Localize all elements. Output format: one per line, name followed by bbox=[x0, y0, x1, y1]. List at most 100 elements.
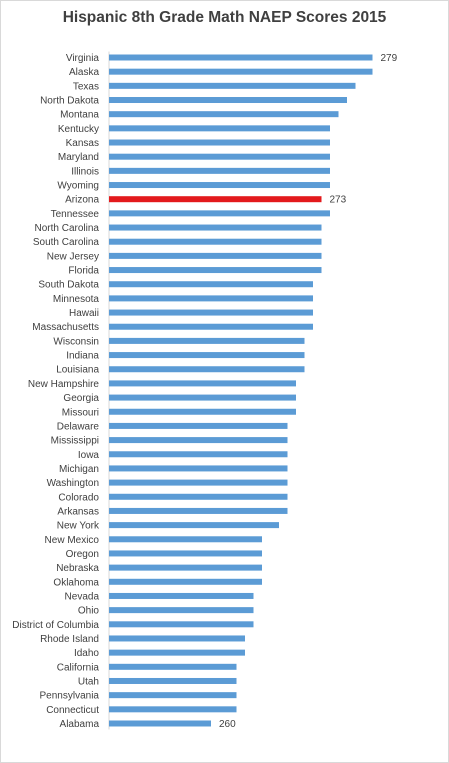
bar-south-dakota bbox=[109, 281, 313, 288]
category-label-arkansas: Arkansas bbox=[57, 506, 99, 517]
bar-montana bbox=[109, 111, 339, 118]
bar-oklahoma bbox=[109, 578, 262, 585]
category-label-mississippi: Mississippi bbox=[51, 436, 99, 447]
bar-connecticut bbox=[109, 706, 237, 713]
data-label-virginia: 279 bbox=[381, 53, 398, 64]
category-label-idaho: Idaho bbox=[74, 648, 99, 659]
bar-washington bbox=[109, 479, 288, 486]
category-label-indiana: Indiana bbox=[66, 351, 99, 362]
bar-massachusetts bbox=[109, 323, 313, 330]
category-label-maryland: Maryland bbox=[58, 152, 99, 163]
bar-delaware bbox=[109, 422, 288, 429]
bar-georgia bbox=[109, 394, 296, 401]
category-label-minnesota: Minnesota bbox=[53, 294, 100, 305]
bar-louisiana bbox=[109, 366, 305, 373]
category-label-louisiana: Louisiana bbox=[56, 365, 99, 376]
bar-district-of-columbia bbox=[109, 621, 254, 628]
category-label-wisconsin: Wisconsin bbox=[53, 336, 99, 347]
data-label-arizona: 273 bbox=[330, 195, 347, 206]
category-label-missouri: Missouri bbox=[62, 407, 99, 418]
bar-wisconsin bbox=[109, 337, 305, 344]
category-label-tennessee: Tennessee bbox=[51, 209, 100, 220]
category-label-pennsylvania: Pennsylvania bbox=[40, 691, 100, 702]
bar-kentucky bbox=[109, 125, 330, 132]
category-label-alaska: Alaska bbox=[69, 67, 99, 78]
category-label-florida: Florida bbox=[68, 266, 99, 277]
bar-north-dakota bbox=[109, 97, 347, 104]
category-label-kentucky: Kentucky bbox=[58, 124, 99, 135]
category-label-illinois: Illinois bbox=[71, 166, 99, 177]
category-label-nebraska: Nebraska bbox=[56, 563, 99, 574]
category-label-california: California bbox=[57, 662, 100, 673]
category-label-new-york: New York bbox=[57, 521, 100, 532]
chart-title: Hispanic 8th Grade Math NAEP Scores 2015 bbox=[62, 9, 387, 26]
bar-florida bbox=[109, 267, 322, 274]
category-label-north-dakota: North Dakota bbox=[40, 96, 99, 107]
bar-wyoming bbox=[109, 182, 330, 189]
category-label-district-of-columbia: District of Columbia bbox=[12, 620, 99, 631]
bar-idaho bbox=[109, 649, 245, 656]
bar-nebraska bbox=[109, 564, 262, 571]
category-label-georgia: Georgia bbox=[63, 393, 99, 404]
bar-utah bbox=[109, 677, 237, 684]
bar-north-carolina bbox=[109, 224, 322, 231]
bar-arizona bbox=[109, 196, 322, 203]
category-label-oregon: Oregon bbox=[66, 549, 99, 560]
bar-new-york bbox=[109, 522, 279, 529]
category-label-alabama: Alabama bbox=[60, 719, 100, 730]
bar-mississippi bbox=[109, 437, 288, 444]
bar-alaska bbox=[109, 68, 373, 75]
bar-ohio bbox=[109, 607, 254, 614]
category-label-oklahoma: Oklahoma bbox=[53, 577, 99, 588]
bar-new-mexico bbox=[109, 536, 262, 543]
data-label-alabama: 260 bbox=[219, 719, 236, 730]
bar-minnesota bbox=[109, 295, 313, 302]
bar-maryland bbox=[109, 153, 330, 160]
bar-south-carolina bbox=[109, 238, 322, 245]
category-label-south-dakota: South Dakota bbox=[38, 280, 99, 291]
bar-colorado bbox=[109, 493, 288, 500]
bar-iowa bbox=[109, 451, 288, 458]
category-label-rhode-island: Rhode Island bbox=[40, 634, 99, 645]
bar-nevada bbox=[109, 592, 254, 599]
bar-arkansas bbox=[109, 507, 288, 514]
category-label-michigan: Michigan bbox=[59, 464, 99, 475]
bar-pennsylvania bbox=[109, 692, 237, 699]
category-label-kansas: Kansas bbox=[66, 138, 99, 149]
category-label-iowa: Iowa bbox=[78, 450, 100, 461]
bar-indiana bbox=[109, 352, 305, 359]
category-label-ohio: Ohio bbox=[78, 606, 100, 617]
bar-tennessee bbox=[109, 210, 330, 217]
category-label-arizona: Arizona bbox=[65, 195, 99, 206]
category-label-hawaii: Hawaii bbox=[69, 308, 99, 319]
bar-michigan bbox=[109, 465, 288, 472]
bar-alabama bbox=[109, 720, 211, 727]
bar-new-hampshire bbox=[109, 380, 296, 387]
category-label-colorado: Colorado bbox=[58, 492, 99, 503]
category-label-wyoming: Wyoming bbox=[57, 181, 99, 192]
category-label-massachusetts: Massachusetts bbox=[32, 322, 99, 333]
bar-virginia bbox=[109, 54, 373, 61]
bar-california bbox=[109, 663, 237, 670]
category-label-utah: Utah bbox=[78, 676, 99, 687]
bar-texas bbox=[109, 82, 356, 89]
bar-hawaii bbox=[109, 309, 313, 316]
bar-oregon bbox=[109, 550, 262, 557]
category-label-connecticut: Connecticut bbox=[46, 705, 99, 716]
category-label-new-jersey: New Jersey bbox=[47, 251, 99, 262]
category-label-delaware: Delaware bbox=[57, 421, 100, 432]
category-label-nevada: Nevada bbox=[65, 591, 100, 602]
category-label-montana: Montana bbox=[60, 110, 99, 121]
bar-new-jersey bbox=[109, 252, 322, 259]
category-label-virginia: Virginia bbox=[66, 53, 100, 64]
category-label-north-carolina: North Carolina bbox=[35, 223, 100, 234]
category-label-south-carolina: South Carolina bbox=[33, 237, 100, 248]
bar-rhode-island bbox=[109, 635, 245, 642]
bar-missouri bbox=[109, 408, 296, 415]
category-label-washington: Washington bbox=[47, 478, 99, 489]
bar-kansas bbox=[109, 139, 330, 146]
bar-illinois bbox=[109, 167, 330, 174]
category-label-new-mexico: New Mexico bbox=[45, 535, 100, 546]
category-label-texas: Texas bbox=[73, 81, 99, 92]
